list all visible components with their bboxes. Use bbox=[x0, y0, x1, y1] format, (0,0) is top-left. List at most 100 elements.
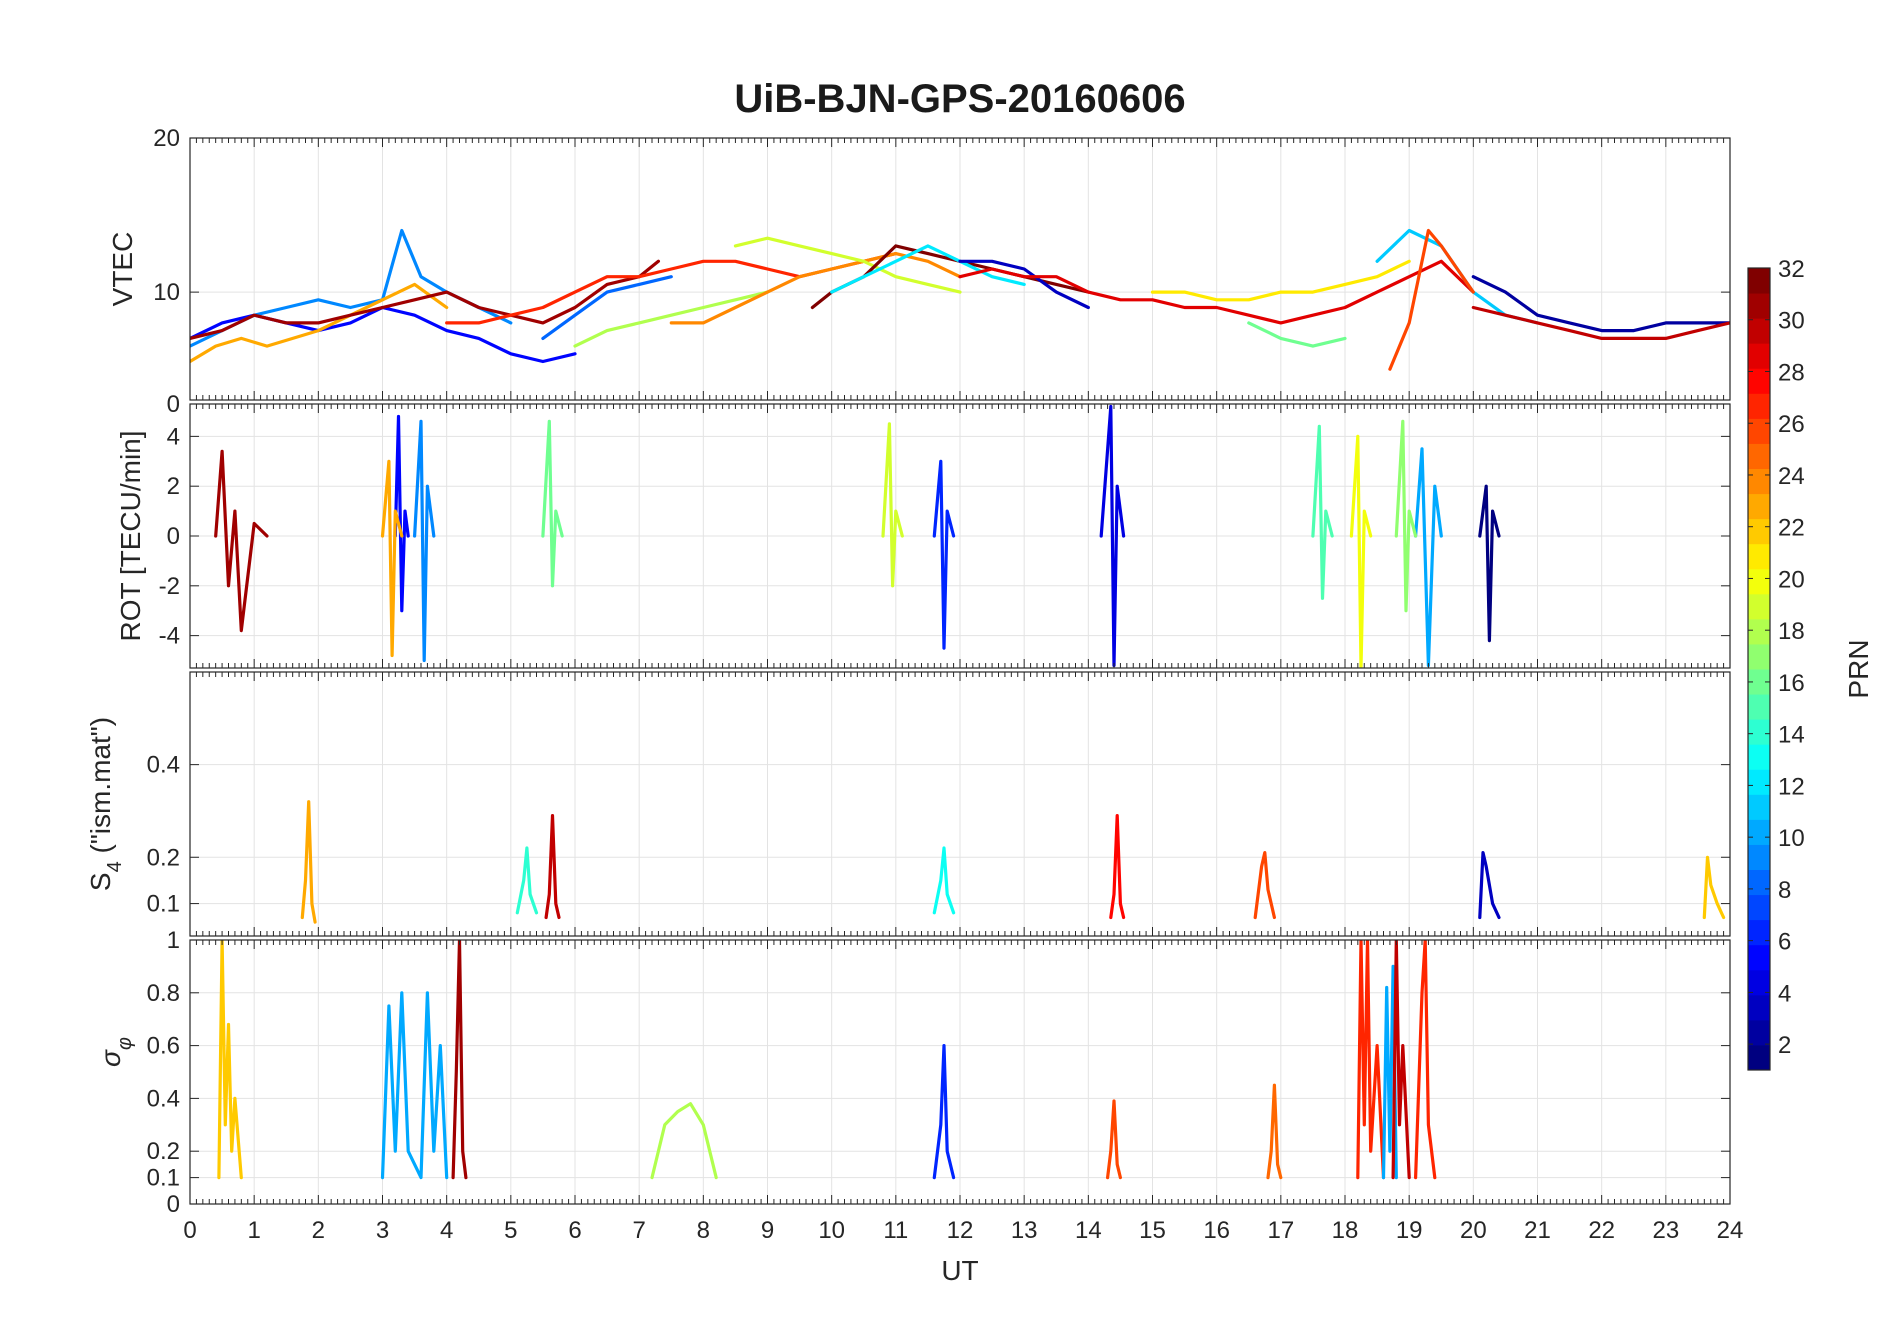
x-tick-label: 3 bbox=[376, 1217, 389, 1244]
series-line-prn-30 bbox=[1471, 305, 1730, 340]
colorbar-segment bbox=[1748, 669, 1770, 695]
y-tick-label: -4 bbox=[159, 623, 180, 650]
series-line-prn-3 bbox=[1478, 850, 1501, 920]
y-tick-label: 0.4 bbox=[147, 1085, 180, 1112]
series-line-prn-18 bbox=[573, 290, 770, 348]
series-line-prn-25 bbox=[1266, 1083, 1283, 1180]
x-tick-label: 16 bbox=[1203, 1217, 1230, 1244]
colorbar-segment bbox=[1748, 944, 1770, 971]
y-tick-label: 0 bbox=[167, 1191, 180, 1218]
colorbar-segment bbox=[1748, 894, 1770, 921]
colorbar-segment bbox=[1748, 343, 1770, 369]
colorbar-segment bbox=[1748, 418, 1770, 444]
colorbar-tick-label: 6 bbox=[1778, 929, 1791, 956]
y-tick-label: 1 bbox=[167, 927, 180, 954]
colorbar-tick-label: 20 bbox=[1778, 566, 1805, 593]
series-line-prn-24 bbox=[669, 252, 962, 325]
colorbar-segment bbox=[1748, 769, 1770, 795]
x-tick-label: 5 bbox=[504, 1217, 517, 1244]
series-line-prn-26 bbox=[1388, 228, 1475, 371]
colorbar-segment bbox=[1748, 643, 1770, 670]
y-tick-label: 0.1 bbox=[147, 891, 180, 918]
colorbar-label: PRN bbox=[1843, 639, 1874, 698]
colorbar-tick-label: 14 bbox=[1778, 722, 1805, 749]
series-group bbox=[300, 800, 1726, 924]
series-line-prn-8 bbox=[541, 275, 673, 340]
colorbar-segment bbox=[1748, 318, 1770, 344]
colorbar-segment bbox=[1748, 694, 1770, 720]
y-tick-label: 0 bbox=[167, 391, 180, 418]
series-line-prn-22 bbox=[1702, 855, 1726, 920]
y-tick-label: 0.1 bbox=[147, 1165, 180, 1192]
x-tick-label: 9 bbox=[761, 1217, 774, 1244]
series-line-prn-22 bbox=[217, 940, 243, 1180]
colorbar-segment bbox=[1748, 994, 1770, 1021]
y-tick-label: 0.8 bbox=[147, 980, 180, 1007]
y-axis-label: S4 ("ism.mat") bbox=[85, 717, 126, 891]
series-line-prn-28 bbox=[1109, 813, 1126, 920]
series-line-prn-13 bbox=[932, 846, 956, 915]
series-line-prn-31 bbox=[451, 940, 468, 1180]
y-tick-label: 2 bbox=[167, 473, 180, 500]
colorbar-segment bbox=[1748, 1044, 1770, 1071]
series-line-prn-3 bbox=[958, 259, 1090, 310]
colorbar-segment bbox=[1748, 593, 1770, 620]
x-tick-label: 24 bbox=[1717, 1217, 1744, 1244]
series-line-prn-18 bbox=[650, 1102, 718, 1180]
colorbar-segment bbox=[1748, 468, 1770, 495]
x-tick-label: 18 bbox=[1332, 1217, 1359, 1244]
y-tick-label: 4 bbox=[167, 423, 180, 450]
colorbar-tick-label: 8 bbox=[1778, 877, 1791, 904]
series-line-prn-31 bbox=[190, 259, 661, 340]
colorbar-tick-label: 32 bbox=[1778, 256, 1805, 283]
y-tick-label: 0 bbox=[167, 523, 180, 550]
y-axis-label: σφ bbox=[95, 1037, 136, 1067]
series-line-prn-2 bbox=[1471, 275, 1730, 333]
series-line-prn-27 bbox=[1413, 940, 1437, 1180]
x-tick-label: 6 bbox=[568, 1217, 581, 1244]
series-line-prn-15 bbox=[1311, 424, 1334, 600]
series-line-prn-1 bbox=[1478, 484, 1501, 643]
colorbar-tick-label: 16 bbox=[1778, 670, 1805, 697]
colorbar-tick-label: 12 bbox=[1778, 773, 1805, 800]
series-line-prn-26 bbox=[1105, 1099, 1123, 1180]
series-line-prn-17 bbox=[1394, 419, 1418, 613]
x-tick-label: 2 bbox=[312, 1217, 325, 1244]
colorbar-segment bbox=[1748, 368, 1770, 394]
y-axis-label: VTEC bbox=[107, 232, 138, 307]
colorbar-segment bbox=[1748, 268, 1770, 294]
series-line-prn-23 bbox=[380, 459, 404, 658]
x-tick-label: 7 bbox=[632, 1217, 645, 1244]
x-axis-label: UT bbox=[941, 1255, 978, 1286]
series-line-prn-5 bbox=[393, 414, 410, 613]
series-line-prn-29 bbox=[958, 259, 1475, 325]
colorbar-tick-label: 30 bbox=[1778, 308, 1805, 335]
colorbar-tick-label: 2 bbox=[1778, 1032, 1791, 1059]
colorbar-segment bbox=[1748, 744, 1770, 770]
colorbar-segment bbox=[1748, 568, 1770, 595]
series-group bbox=[217, 940, 1437, 1180]
colorbar-tick-label: 28 bbox=[1778, 359, 1805, 386]
series-line-prn-19 bbox=[881, 422, 904, 588]
series-line-prn-23 bbox=[190, 282, 449, 364]
series-line-prn-30 bbox=[544, 813, 561, 920]
series-line-prn-27 bbox=[1356, 940, 1386, 1180]
colorbar-tick-label: 22 bbox=[1778, 515, 1805, 542]
x-tick-label: 14 bbox=[1075, 1217, 1102, 1244]
series-line-prn-6 bbox=[932, 1043, 956, 1180]
x-tick-label: 19 bbox=[1396, 1217, 1423, 1244]
series-line-prn-23 bbox=[300, 800, 317, 924]
colorbar-segment bbox=[1748, 543, 1770, 570]
series-line-prn-14 bbox=[515, 846, 539, 915]
y-tick-label: 0.2 bbox=[147, 1138, 180, 1165]
y-tick-label: 20 bbox=[153, 125, 180, 152]
y-tick-label: 0.4 bbox=[147, 752, 180, 779]
colorbar-tick-label: 18 bbox=[1778, 618, 1805, 645]
x-tick-label: 11 bbox=[883, 1217, 908, 1244]
panel-ROT: -4 -2 0 2 4 0 ROT [TECU/min] bbox=[115, 391, 1731, 669]
colorbar-frame bbox=[1747, 267, 1771, 1071]
colorbar-tick-label: 24 bbox=[1778, 463, 1805, 490]
